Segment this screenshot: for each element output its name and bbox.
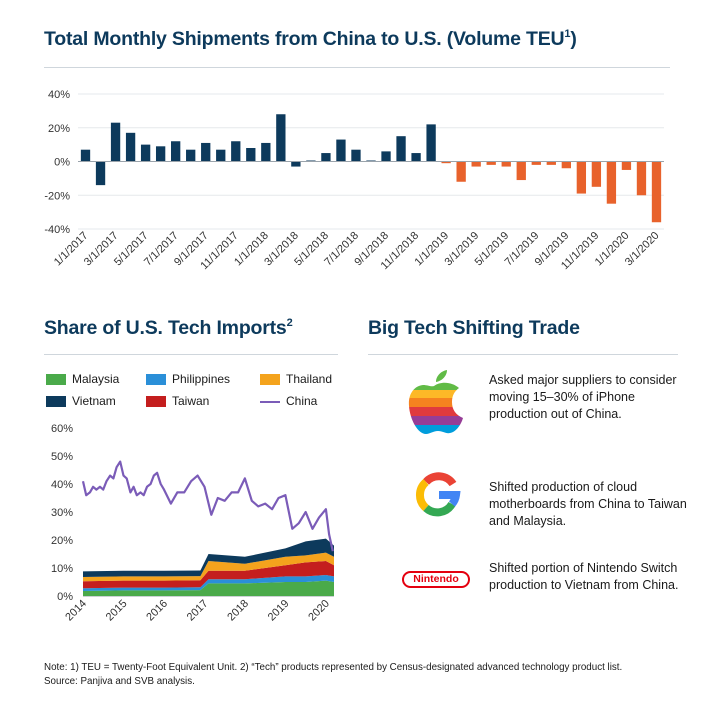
chart2-y-tick-label: 50%	[51, 451, 73, 463]
bigtech-google-text: Shifted production of cloud motherboards…	[489, 480, 687, 528]
legend-china-label: China	[286, 394, 318, 408]
chart1-y-tick-label: 40%	[48, 89, 70, 101]
chart1-bar	[561, 161, 571, 169]
chart1-bar	[261, 142, 271, 162]
chart1-bar	[140, 144, 151, 162]
chart1-y-tick-label: -20%	[44, 190, 70, 202]
chart1-bar	[621, 161, 632, 170]
chart1-bar	[576, 161, 587, 194]
chart1-title: Total Monthly Shipments from China to U.…	[44, 28, 577, 50]
chart1-bar	[651, 161, 662, 223]
chart1-y-tick-label: 20%	[48, 123, 70, 135]
chart2-x-tick-label: 2020	[306, 598, 332, 624]
chart1-bar	[125, 132, 136, 162]
chart1-bar	[516, 161, 526, 181]
chart2-title: Share of U.S. Tech Imports2	[44, 317, 293, 339]
chart1-bar	[501, 161, 511, 167]
chart1-bar	[546, 161, 556, 165]
chart2-y-tick-label: 30%	[51, 507, 73, 519]
area-taiwan	[83, 561, 334, 589]
chart1-bar	[95, 161, 106, 186]
chart1-bar	[171, 141, 181, 162]
chart1-bar	[411, 153, 421, 162]
chart1-bar	[486, 161, 496, 165]
chart1-bar	[606, 161, 617, 204]
legend-malaysia-swatch	[46, 374, 66, 385]
chart1-bar	[456, 161, 466, 182]
nintendo-logo-icon: Nintendo	[402, 571, 470, 588]
bigtech-title: Big Tech Shifting Trade	[368, 317, 580, 339]
chart1-bar	[381, 151, 391, 162]
chart1-bar	[351, 149, 361, 162]
legend-taiwan-label: Taiwan	[172, 394, 210, 408]
chart1-bar	[246, 148, 256, 162]
source-note: Source: Panjiva and SVB analysis.	[44, 676, 195, 687]
chart1-bar	[231, 141, 241, 162]
chart1-y-tick-label: -40%	[44, 224, 70, 236]
bigtech-title-divider	[368, 354, 678, 355]
chart2-y-tick-label: 20%	[51, 535, 73, 547]
chart2-y-tick-label: 40%	[51, 479, 73, 491]
chart1-bar	[471, 161, 481, 167]
chart1-bar	[336, 139, 346, 162]
chart2-x-tick-label: 2019	[266, 598, 292, 624]
chart1-bar	[80, 149, 91, 162]
chart1-bar	[426, 124, 436, 162]
chart1-bar	[110, 122, 121, 162]
china-line	[81, 460, 334, 552]
chart1-bar	[155, 146, 166, 162]
chart2-y-tick-label: 0%	[57, 591, 73, 603]
legend-china-swatch	[260, 401, 280, 403]
chart1-bar	[276, 114, 286, 162]
bigtech-apple-text: Asked major suppliers to consider moving…	[489, 373, 677, 421]
chart1-bar	[321, 153, 331, 162]
chart1-bar	[291, 161, 301, 167]
chart2-x-tick-label: 2017	[185, 598, 211, 624]
legend-philippines-swatch	[146, 374, 166, 385]
chart1-bar	[201, 142, 211, 162]
chart2-title-divider	[44, 354, 338, 355]
area-philippines	[83, 575, 334, 591]
area-thailand	[83, 552, 334, 582]
chart1-bar	[186, 149, 196, 162]
chart2-y-tick-label: 60%	[51, 423, 73, 435]
monthly-shipments-bar-chart: 40%20%0%-20%-40%1/1/20173/1/20175/1/2017…	[44, 89, 664, 272]
chart1-bar	[216, 149, 226, 162]
footnote: Note: 1) TEU = Twenty-Foot Equivalent Un…	[44, 662, 623, 673]
legend-vietnam-swatch	[46, 396, 66, 407]
chart1-bar	[396, 136, 406, 162]
chart1-bar	[441, 161, 451, 164]
area-vietnam	[83, 538, 334, 577]
chart1-y-tick-label: 0%	[54, 157, 70, 169]
legend-vietnam-label: Vietnam	[72, 394, 116, 408]
chart1-title-divider	[44, 67, 670, 68]
area-malaysia	[83, 580, 334, 596]
chart1-bar	[591, 161, 602, 187]
legend-malaysia-label: Malaysia	[72, 372, 120, 386]
chart2-x-tick-label: 2018	[225, 598, 251, 624]
bigtech-nintendo-text: Shifted portion of Nintendo Switch produ…	[489, 561, 679, 592]
chart2-x-tick-label: 2015	[104, 598, 130, 624]
legend-philippines-label: Philippines	[172, 372, 231, 386]
chart2-x-tick-label: 2016	[144, 598, 170, 624]
legend-thailand-label: Thailand	[286, 372, 333, 386]
chart1-bar	[636, 161, 647, 196]
legend-taiwan-swatch	[146, 396, 166, 407]
chart2-y-tick-label: 10%	[51, 563, 73, 575]
legend-thailand-swatch	[260, 374, 280, 385]
chart1-bar	[531, 161, 541, 165]
